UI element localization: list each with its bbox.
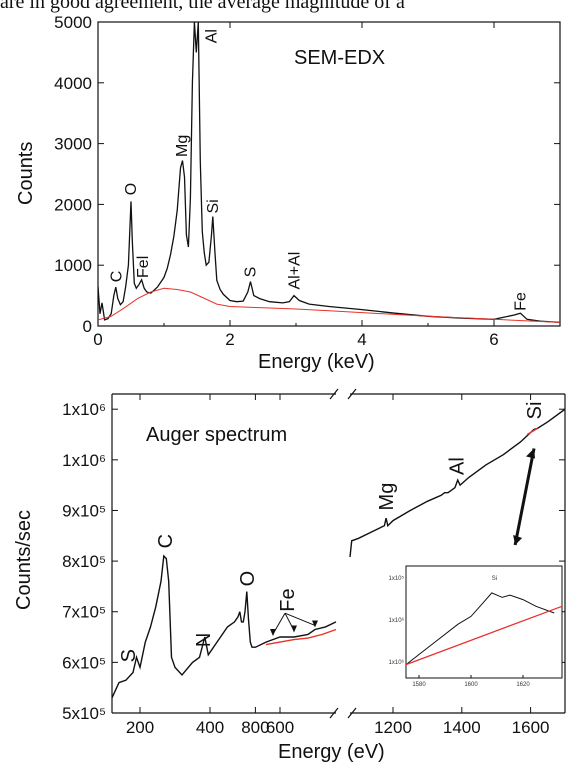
edx-peak-label: Si [205,199,222,213]
inset-frame [405,565,563,679]
auger-peak-label: O [237,571,259,587]
auger-ytick-label: 6x10⁵ [62,653,106,672]
inset-xtick-label: 1620 [516,682,530,688]
inset-xtick-label: 1600 [464,682,478,688]
inset-pointer-head [526,448,536,459]
edx-peak-label: O [123,183,140,195]
fe-arrowhead [312,620,318,628]
auger-si-background [526,427,538,436]
edx-peak-label: Mg [174,135,191,157]
auger-xtick-label: 1200 [374,718,412,737]
edx-ytick-label: 0 [83,317,92,336]
auger-peak-label: C [155,534,177,548]
edx-xtick-label: 6 [489,330,498,349]
edx-background-line [98,287,560,323]
auger-spectrum-right [349,408,565,558]
auger-peak-label: Mg [376,483,398,511]
edx-peak-label: S [242,267,259,278]
auger-ytick-label: 8x10⁵ [62,552,106,571]
auger-peak-label: Al [447,457,469,475]
auger-xtick-label: 800 [241,718,269,737]
edx-title: SEM-EDX [294,47,385,69]
inset-pointer-tail [513,535,523,545]
auger-ytick-label: 9x10⁵ [62,501,106,520]
auger-series [112,408,565,699]
edx-series [98,22,560,324]
edx-ytick-label: 2000 [54,195,92,214]
auger-ytick-label: 1x10⁶ [62,451,106,470]
edx-ylabel: Counts [15,142,37,205]
inset-pointer-arrow [513,448,536,546]
edx-peak-label: Al [204,29,221,43]
auger-inset: 1580 1600 1620 1x10⁵ 1x10⁶ 1x10⁶ Si [389,565,563,688]
auger-xtick-label: 400 [196,718,224,737]
edx-ytick-label: 5000 [54,13,92,32]
auger-ytick-label: 5x10⁵ [62,704,106,723]
edx-axes: 0 2 4 6 0 1000 2000 3000 4000 5000 [54,13,560,349]
auger-xtick-label: 1600 [512,718,550,737]
edx-peak-label: Al+Al [287,252,304,290]
inset-ytick-label: 1x10⁶ [389,617,405,624]
edx-xlabel: Energy (keV) [258,351,375,373]
axis-break-mark [329,388,339,400]
axis-break-mark [347,707,357,719]
edx-chart: 0 2 4 6 0 1000 2000 3000 4000 5000 C O Fel Mg Al Si S Al… [15,13,561,373]
edx-spectrum-line [98,22,560,324]
edx-xtick-label: 2 [225,330,234,349]
axis-break-mark [329,707,339,719]
edx-peak-labels: C O Fel Mg Al Si S Al+Al Fe [108,29,529,311]
auger-xtick-label: 1400 [443,718,481,737]
fe-arrow [284,612,316,626]
body-text-fragment: are in good agreement, the average magni… [0,0,405,13]
inset-ytick-label: 1x10⁶ [389,659,405,666]
fe-arrowhead [270,629,276,637]
auger-xtick-label: 600 [266,718,294,737]
edx-peak-label: Fel [135,256,152,278]
edx-xtick-label: 4 [357,330,366,349]
auger-title: Auger spectrum [146,424,287,446]
auger-ylabel: Counts/sec [13,510,35,610]
auger-peak-label: S [118,649,140,662]
axis-break-mark [347,388,357,400]
auger-xtick-label: 200 [126,718,154,737]
auger-plot-frame [111,388,566,719]
inset-peak-label: Si [492,576,497,582]
fe-arrowhead [291,625,297,633]
auger-peak-label: Fe [277,588,299,611]
auger-spectrum-left [112,554,337,699]
edx-ytick-label: 3000 [54,135,92,154]
edx-peak-label: Fe [512,292,529,311]
auger-peak-label: N [193,633,215,647]
edx-xtick-label: 0 [93,330,102,349]
inset-spectrum [405,592,555,665]
auger-ytick-label: 1x10⁶ [62,400,106,419]
edx-ytick-label: 1000 [54,256,92,275]
edx-ytick-label: 4000 [54,74,92,93]
edx-peak-label: C [108,271,125,283]
edx-plot-frame [97,21,561,327]
auger-ytick-label: 7x10⁵ [62,603,106,622]
auger-peak-label: Si [524,402,546,420]
inset-xtick-label: 1580 [412,682,426,688]
inset-background [405,605,563,666]
auger-xlabel: Energy (eV) [278,741,385,763]
inset-ytick-label: 1x10⁵ [389,575,405,582]
auger-fe-background [265,628,337,646]
auger-peak-labels: S C N O Fe Mg Al Si [118,402,546,663]
